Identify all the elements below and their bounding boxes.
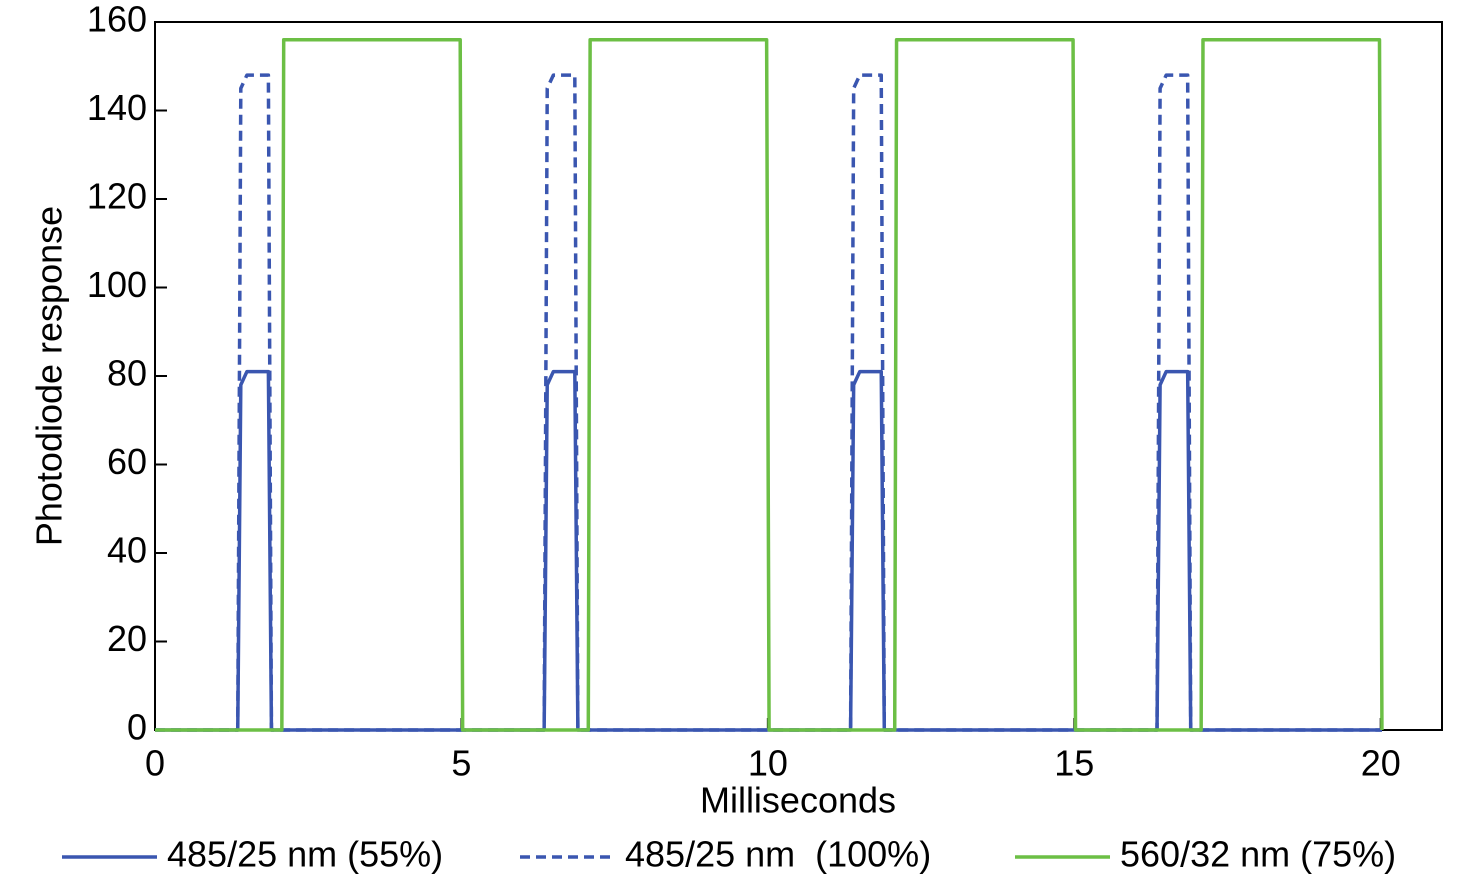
- y-tick-label: 80: [107, 353, 147, 394]
- x-tick-label: 0: [145, 743, 165, 784]
- y-tick-label: 40: [107, 530, 147, 571]
- y-tick-label: 100: [87, 264, 147, 305]
- legend-label: 485/25 nm (55%): [167, 834, 443, 875]
- y-tick-label: 120: [87, 176, 147, 217]
- legend-label: 485/25 nm (100%): [625, 834, 931, 875]
- line-series: [155, 37, 1384, 732]
- y-tick-label: 140: [87, 87, 147, 128]
- y-tick-label: 0: [127, 707, 147, 748]
- x-tick-label: 10: [748, 743, 788, 784]
- x-tick-label: 15: [1054, 743, 1094, 784]
- y-tick-label: 60: [107, 441, 147, 482]
- plot-frame: [154, 21, 1443, 731]
- y-tick-label: 160: [87, 0, 147, 40]
- x-tick-label: 5: [451, 743, 471, 784]
- x-tick-label: 20: [1361, 743, 1401, 784]
- legend-label: 560/32 nm (75%): [1120, 834, 1396, 875]
- y-tick-label: 20: [107, 618, 147, 659]
- x-axis-label: Milliseconds: [700, 780, 896, 821]
- y-axis-label: Photodiode response: [29, 206, 70, 546]
